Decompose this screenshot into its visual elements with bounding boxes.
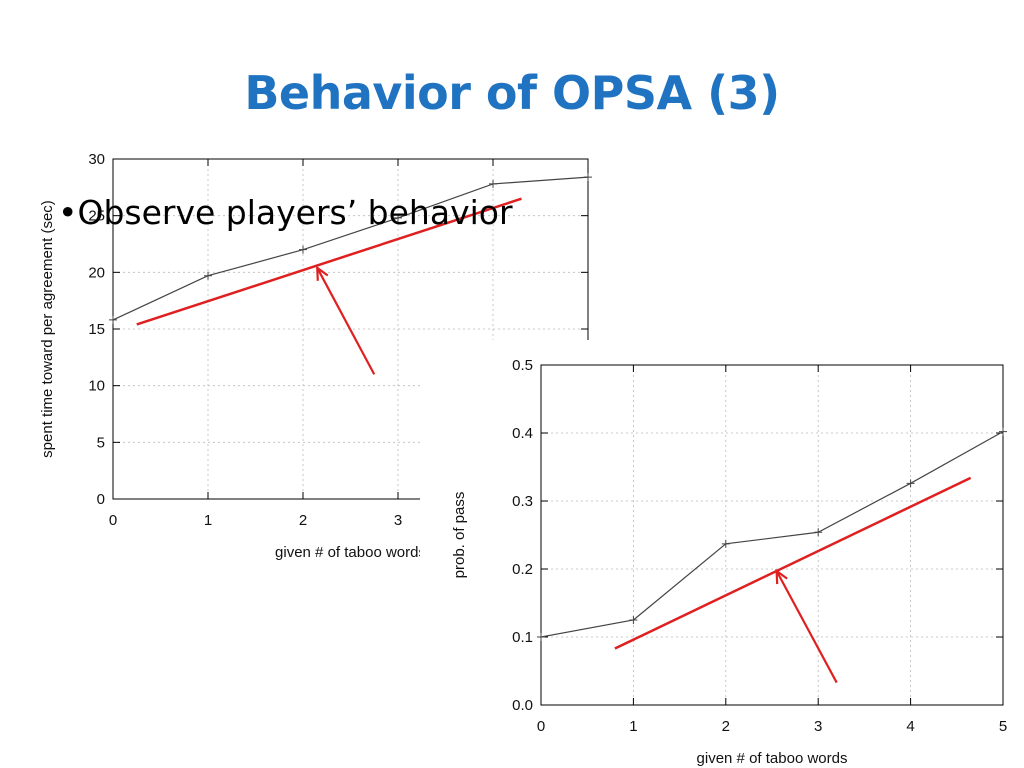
x-tick-label: 1 (629, 718, 637, 735)
data-point (721, 539, 730, 548)
data-point (109, 315, 117, 324)
x-tick-label: 2 (722, 718, 730, 735)
y-tick-label: 0.1 (512, 629, 533, 646)
trend-line (136, 197, 522, 326)
y-tick-label: 0.4 (512, 425, 533, 442)
data-point (537, 633, 545, 641)
bullet-point: •Observe players’ behavior (58, 193, 513, 232)
y-tick-label: 10 (88, 378, 105, 395)
x-tick-label: 4 (906, 718, 914, 735)
data-point (584, 173, 592, 182)
y-axis-label: spent time toward per agreement (sec) (39, 200, 56, 458)
y-tick-label: 25 (88, 208, 105, 225)
y-tick-label: 20 (88, 264, 105, 281)
chart-prob-of-pass: 0 1 2 3 4 5 0.0 0.1 0.2 0.3 0.4 0.5 given # of taboo… (420, 340, 1024, 768)
arrow-shaft (775, 570, 838, 684)
y-tick-label: 0.5 (512, 357, 533, 374)
x-tick-label: 2 (299, 512, 307, 529)
arrow-shaft (316, 267, 376, 375)
x-tick-label: 0 (537, 718, 545, 735)
x-axis-label: given # of taboo words (697, 750, 848, 767)
chart-time-per-agreement: 012345051015202530given # of taboo words… (39, 151, 592, 561)
y-axis-label: prob. of pass (451, 492, 468, 579)
series-line (112, 176, 589, 321)
arrow-head (316, 265, 329, 281)
data-point (394, 213, 402, 222)
y-tick-label: 15 (88, 321, 105, 338)
data-point (204, 271, 212, 280)
data-point (906, 479, 915, 488)
slide-title: Behavior of OPSA (3) (244, 66, 780, 120)
data-point (629, 616, 638, 624)
y-tick-label: 0 (97, 491, 105, 508)
x-tick-label: 3 (394, 512, 402, 529)
x-tick-label: 0 (109, 512, 117, 529)
y-tick-label: 0.0 (512, 697, 533, 714)
x-tick-label: 5 (999, 718, 1007, 735)
y-tick-label: 5 (97, 434, 105, 451)
y-tick-label: 30 (88, 151, 105, 168)
y-tick-label: 0.3 (512, 493, 533, 510)
trend-line (614, 476, 972, 650)
arrow-head (775, 568, 788, 585)
bullet-text: Observe players’ behavior (77, 193, 513, 232)
data-point (489, 179, 497, 188)
series-line (540, 431, 1004, 638)
data-point (814, 528, 823, 537)
data-point (299, 245, 307, 254)
plot-frame (540, 364, 1004, 706)
x-tick-label: 1 (204, 512, 212, 529)
x-tick-label: 3 (814, 718, 822, 735)
x-axis-label: given # of taboo words (275, 544, 426, 561)
chart-background (420, 340, 1024, 768)
y-tick-label: 0.2 (512, 561, 533, 578)
data-point (999, 427, 1007, 436)
